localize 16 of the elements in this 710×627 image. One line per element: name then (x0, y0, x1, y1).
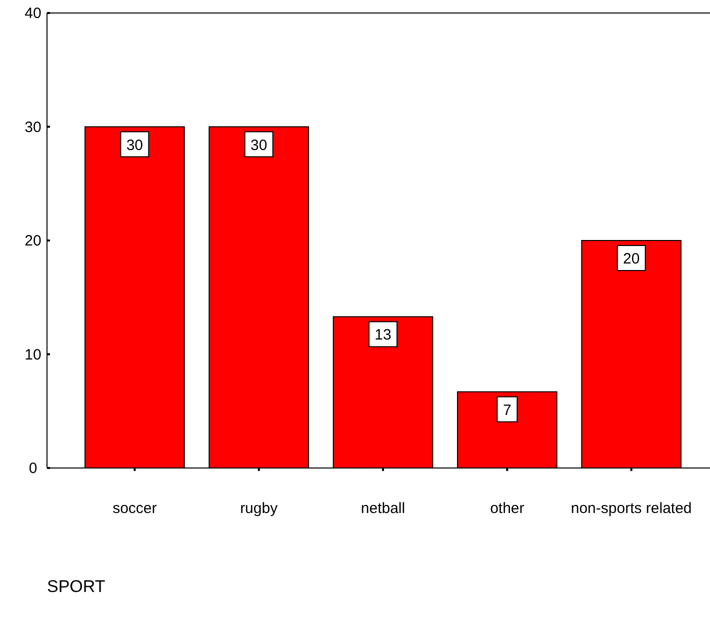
y-tick-label: 30 (24, 118, 42, 136)
x-tick-label: non-sports related (570, 500, 692, 517)
x-tick-label: rugby (240, 500, 278, 517)
x-tick-label: soccer (112, 500, 157, 517)
x-tick-label: netball (360, 500, 406, 517)
data-label: 20 (622, 250, 640, 268)
data-label: 7 (502, 402, 512, 419)
data-label: 13 (374, 326, 392, 344)
y-tick-label: 20 (24, 232, 42, 250)
y-tick-label: 0 (28, 460, 38, 477)
x-tick-label: other (490, 500, 524, 517)
data-label: 30 (126, 136, 144, 154)
y-tick-label: 10 (24, 346, 42, 364)
y-tick-label: 40 (24, 5, 42, 22)
data-label: 30 (250, 136, 268, 154)
x-axis-title: SPORT (47, 577, 106, 596)
